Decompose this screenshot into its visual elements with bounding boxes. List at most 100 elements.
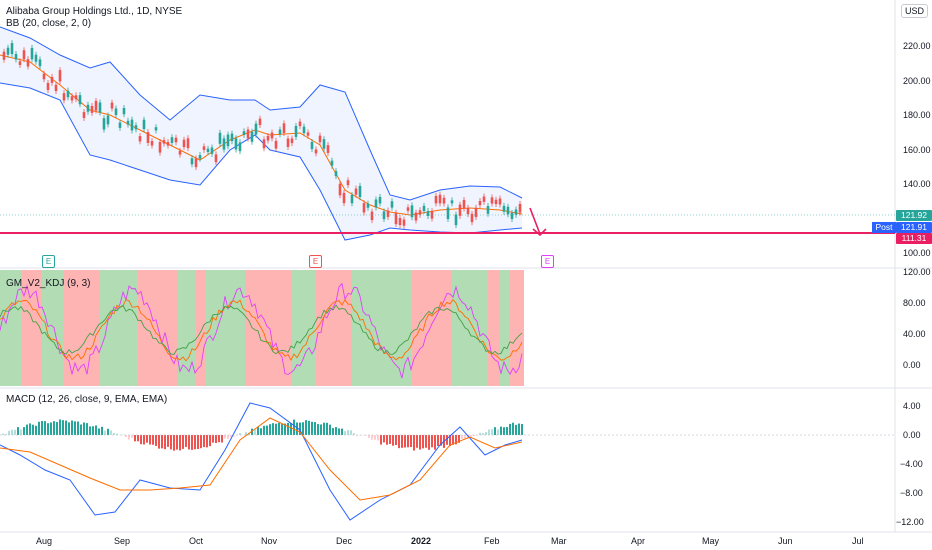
candle <box>106 112 110 128</box>
macd-bar <box>503 427 505 435</box>
macd-bar <box>320 424 322 435</box>
candle <box>422 202 426 215</box>
macd-bar <box>347 430 349 435</box>
macd-bar <box>446 435 448 445</box>
macd-indicator-label[interactable]: MACD (12, 26, close, 9, EMA, EMA) <box>6 394 168 405</box>
candle <box>462 196 466 212</box>
macd-bar <box>200 435 202 449</box>
candle <box>434 192 438 207</box>
candle <box>50 73 54 86</box>
macd-bar <box>440 435 442 446</box>
candle <box>442 194 446 207</box>
macd-bar <box>218 435 220 443</box>
earnings-badge[interactable]: E <box>309 255 322 268</box>
macd-bar <box>32 424 34 435</box>
macd-bar <box>128 435 130 440</box>
candle <box>278 126 282 138</box>
bb-indicator-label[interactable]: BB (20, close, 2, 0) <box>6 18 92 29</box>
time-tick: Aug <box>36 536 53 546</box>
macd-bar <box>374 435 376 440</box>
macd-bar <box>431 435 433 448</box>
macd-bar <box>152 435 154 445</box>
macd-bar <box>491 429 493 435</box>
macd-bar <box>35 425 37 435</box>
candle <box>350 191 354 207</box>
macd-bar <box>107 428 109 435</box>
candle <box>446 204 450 223</box>
currency-button[interactable]: USD <box>901 4 929 18</box>
macd-bar <box>383 435 385 443</box>
macd-bar <box>275 423 277 435</box>
candle <box>418 207 422 218</box>
candle <box>198 152 202 162</box>
candle <box>70 93 74 104</box>
macd-bar <box>92 426 94 435</box>
candle <box>518 200 522 216</box>
macd-bar <box>464 435 466 440</box>
candle <box>122 105 126 118</box>
candle <box>162 137 166 147</box>
kdj-band <box>100 270 138 386</box>
macd-bar <box>272 423 274 435</box>
kdj-indicator-label[interactable]: GM_V2_KDJ (9, 3) <box>6 278 91 289</box>
candle <box>26 56 30 70</box>
time-tick: Sep <box>114 536 131 546</box>
macd-bar <box>203 435 205 448</box>
kdj-tick: 80.00 <box>903 298 926 308</box>
macd-bar <box>179 435 181 451</box>
macd-bar <box>386 435 388 445</box>
candle <box>186 135 190 152</box>
earnings-badge[interactable]: E <box>541 255 554 268</box>
symbol-title[interactable]: Alibaba Group Holdings Ltd., 1D, NYSE <box>6 6 183 17</box>
macd-bar <box>470 435 472 437</box>
candle <box>94 97 98 114</box>
candle <box>318 132 322 146</box>
candle <box>242 128 246 138</box>
macd-bar <box>110 430 112 435</box>
candle <box>482 193 486 205</box>
candle <box>218 129 222 147</box>
macd-bar <box>41 421 43 435</box>
candle <box>266 132 270 144</box>
candle <box>214 151 218 166</box>
macd-bar <box>161 435 163 449</box>
candle <box>338 180 342 199</box>
macd-bar <box>290 423 292 435</box>
macd-bar <box>428 435 430 450</box>
candle <box>398 215 402 228</box>
macd-bar <box>149 435 151 445</box>
candle <box>374 196 378 211</box>
macd-bar <box>449 435 451 447</box>
kdj-band <box>500 270 510 386</box>
macd-bar <box>356 435 358 436</box>
candle <box>62 90 66 104</box>
macd-bar <box>434 435 436 450</box>
macd-bar <box>167 435 169 447</box>
macd-bar <box>458 435 460 443</box>
candle <box>438 191 442 207</box>
candle <box>386 207 390 220</box>
macd-bar <box>335 427 337 435</box>
macd-bar <box>137 435 139 442</box>
macd-bar <box>23 427 25 435</box>
macd-bar <box>125 435 127 438</box>
kdj-band <box>352 270 412 386</box>
macd-bar <box>74 421 76 435</box>
price-tick: 160.00 <box>903 145 931 155</box>
macd-bar <box>5 434 7 435</box>
candle <box>126 117 130 128</box>
candle <box>270 129 274 142</box>
macd-bar <box>488 429 490 435</box>
macd-bar <box>143 435 145 445</box>
macd-bar <box>212 435 214 443</box>
candle <box>490 194 494 207</box>
arrow-drawing[interactable] <box>529 207 547 237</box>
candle <box>58 67 62 85</box>
earnings-badge[interactable]: E <box>42 255 55 268</box>
macd-bar <box>284 423 286 435</box>
macd-bar <box>371 435 373 440</box>
time-tick: Jul <box>852 536 864 546</box>
macd-bar <box>65 420 67 435</box>
macd-bar <box>104 430 106 435</box>
